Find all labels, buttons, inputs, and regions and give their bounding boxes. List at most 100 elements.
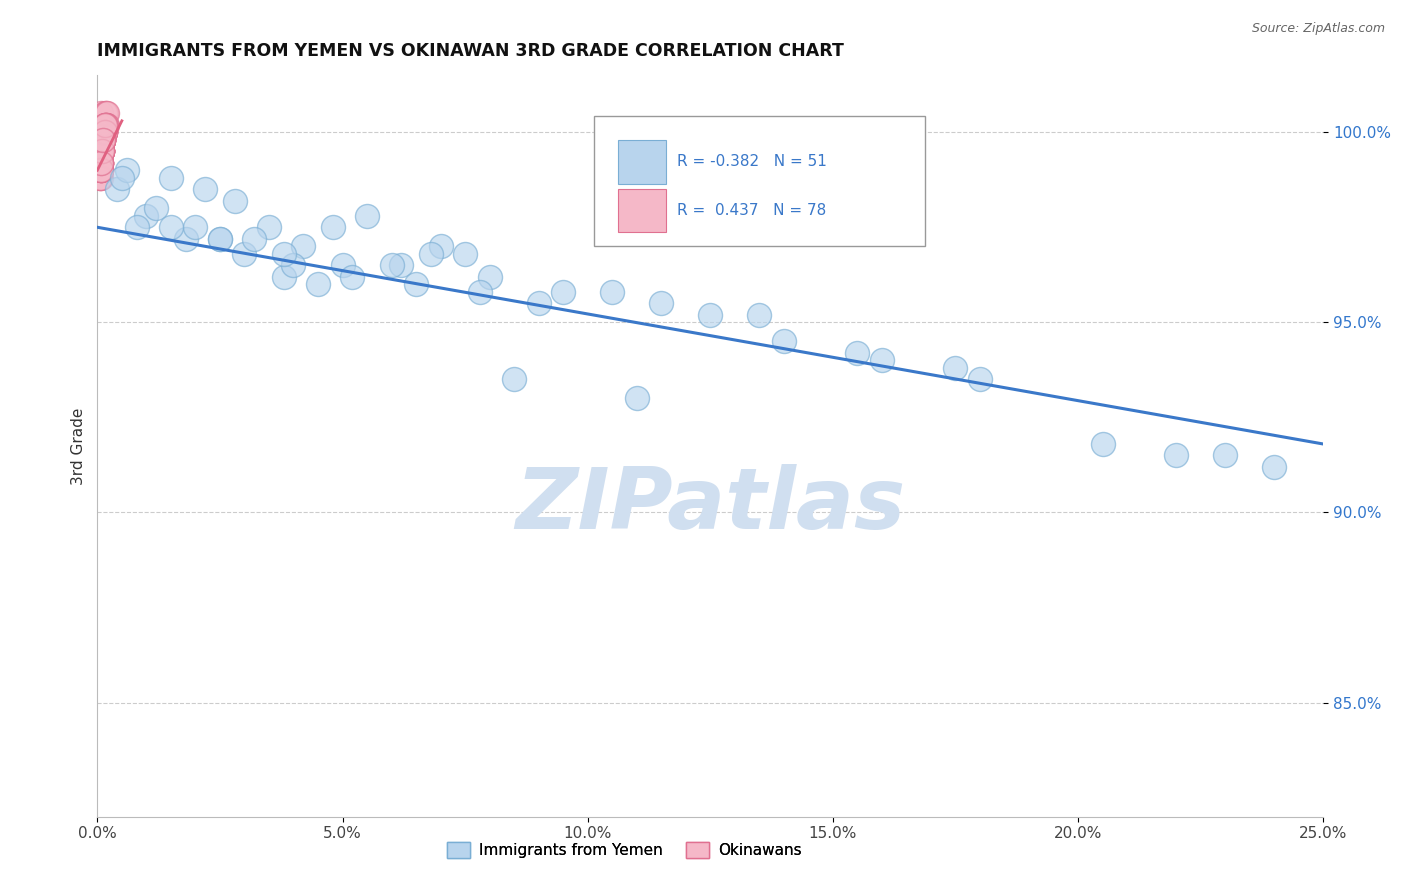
Point <box>91 145 114 159</box>
Point <box>90 163 112 178</box>
Point <box>91 125 114 139</box>
Point <box>208 232 231 246</box>
Point <box>870 353 893 368</box>
Point <box>145 201 167 215</box>
Point <box>91 145 114 159</box>
Point <box>96 106 118 120</box>
Point <box>91 145 114 159</box>
Point <box>527 296 550 310</box>
Point <box>292 239 315 253</box>
Point <box>89 155 111 169</box>
Point <box>194 182 217 196</box>
Point <box>90 155 112 169</box>
Point <box>405 277 427 292</box>
Point <box>96 106 118 120</box>
Point <box>233 247 256 261</box>
Point <box>93 125 115 139</box>
Y-axis label: 3rd Grade: 3rd Grade <box>72 408 86 484</box>
Point <box>243 232 266 246</box>
Point <box>91 145 114 159</box>
Point <box>93 118 115 132</box>
Point <box>283 258 305 272</box>
Text: IMMIGRANTS FROM YEMEN VS OKINAWAN 3RD GRADE CORRELATION CHART: IMMIGRANTS FROM YEMEN VS OKINAWAN 3RD GR… <box>97 42 844 60</box>
Point <box>160 170 183 185</box>
Point <box>111 170 134 185</box>
Point <box>89 118 111 132</box>
Point <box>93 125 115 139</box>
Point <box>96 118 118 132</box>
Point <box>93 118 115 132</box>
Point <box>90 163 112 178</box>
Point <box>846 345 869 359</box>
Legend: Immigrants from Yemen, Okinawans: Immigrants from Yemen, Okinawans <box>441 836 808 864</box>
Point <box>135 209 157 223</box>
Point <box>389 258 412 272</box>
Point <box>91 145 114 159</box>
Point <box>91 133 114 147</box>
Point <box>90 155 112 169</box>
Point <box>91 125 114 139</box>
Point <box>90 170 112 185</box>
Point <box>91 133 114 147</box>
Point <box>93 125 115 139</box>
Point <box>468 285 491 299</box>
FancyBboxPatch shape <box>593 116 925 245</box>
Point <box>93 125 115 139</box>
Point <box>699 308 721 322</box>
Point <box>91 145 114 159</box>
Point <box>105 182 128 196</box>
Point <box>381 258 404 272</box>
Point <box>91 133 114 147</box>
Point <box>90 155 112 169</box>
Point <box>773 334 796 349</box>
Point <box>1213 449 1236 463</box>
Point <box>650 296 672 310</box>
Text: R = -0.382   N = 51: R = -0.382 N = 51 <box>678 154 827 169</box>
Point <box>93 125 115 139</box>
Point <box>90 145 112 159</box>
Point <box>208 232 231 246</box>
Point <box>91 133 114 147</box>
Point <box>91 133 114 147</box>
Point <box>89 163 111 178</box>
Point <box>91 133 114 147</box>
Point <box>503 372 526 386</box>
Point <box>93 106 115 120</box>
Text: ZIPatlas: ZIPatlas <box>515 464 905 547</box>
Point <box>454 247 477 261</box>
Point <box>478 269 501 284</box>
Point <box>748 308 770 322</box>
Point <box>93 125 115 139</box>
Point <box>91 133 114 147</box>
Point <box>96 118 118 132</box>
Point <box>91 145 114 159</box>
Point <box>90 163 112 178</box>
Point <box>89 125 111 139</box>
Point <box>91 145 114 159</box>
Point <box>93 118 115 132</box>
Point <box>91 145 114 159</box>
FancyBboxPatch shape <box>619 188 666 233</box>
Point <box>89 170 111 185</box>
Point <box>91 133 114 147</box>
FancyBboxPatch shape <box>619 140 666 184</box>
Text: R =  0.437   N = 78: R = 0.437 N = 78 <box>678 202 827 218</box>
Point <box>90 155 112 169</box>
Point <box>322 220 344 235</box>
Point <box>91 145 114 159</box>
Point <box>91 133 114 147</box>
Point <box>91 133 114 147</box>
Point <box>1263 459 1285 474</box>
Point <box>160 220 183 235</box>
Point <box>96 118 118 132</box>
Point <box>273 269 295 284</box>
Point <box>969 372 991 386</box>
Point <box>91 133 114 147</box>
Point <box>90 145 112 159</box>
Point <box>224 194 246 208</box>
Point <box>91 145 114 159</box>
Point <box>90 155 112 169</box>
Point <box>90 155 112 169</box>
Point <box>90 155 112 169</box>
Point <box>90 163 112 178</box>
